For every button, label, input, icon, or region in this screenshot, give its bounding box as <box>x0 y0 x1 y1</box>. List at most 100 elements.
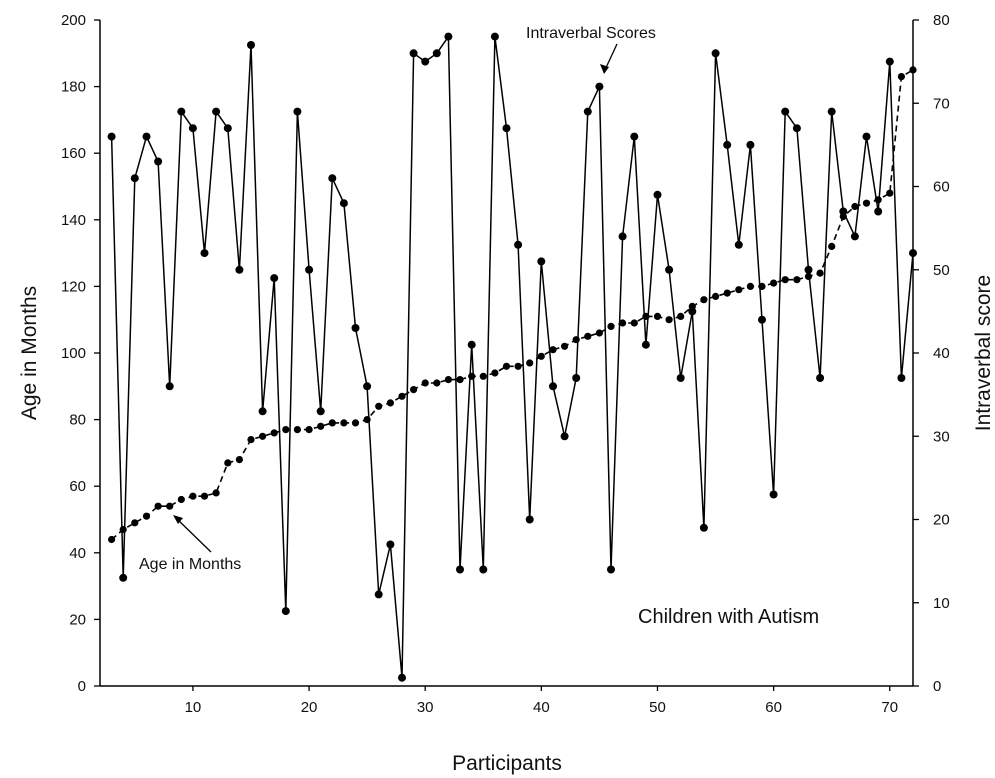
right-tick-label: 10 <box>933 595 950 612</box>
age-annotation: Age in Months <box>139 556 241 573</box>
intraverbal-point <box>188 124 197 133</box>
age-point <box>572 336 580 344</box>
age-point <box>537 352 545 360</box>
intraverbal-point <box>270 274 279 283</box>
age-point <box>526 359 534 367</box>
intraverbal-point <box>630 132 639 141</box>
intraverbal-line <box>110 35 914 679</box>
age-point <box>189 492 197 500</box>
right-tick-label: 30 <box>933 428 950 445</box>
intraverbal-point <box>665 265 674 274</box>
x-tick-label: 50 <box>649 699 666 716</box>
intraverbal-point <box>386 540 395 549</box>
intraverbal-point <box>223 124 232 133</box>
age-point <box>816 269 824 277</box>
age-point <box>410 386 418 394</box>
right-tick-label: 0 <box>933 678 941 695</box>
intraverbal-point <box>107 132 116 141</box>
right-axis-ticks: 0 10 20 30 40 50 60 70 80 <box>913 12 950 695</box>
age-point <box>305 426 313 434</box>
series-layer <box>107 32 917 682</box>
y-left-axis-label: Age in Months <box>18 286 41 420</box>
age-point <box>770 279 778 287</box>
intraverbal-point <box>816 374 825 382</box>
intraverbal-point <box>525 515 534 524</box>
intraverbal-point <box>351 324 360 332</box>
age-point <box>119 525 127 534</box>
age-line <box>111 69 914 541</box>
intraverbal-point <box>421 57 430 66</box>
age-point <box>630 319 638 327</box>
x-axis-ticks: 10 20 30 40 50 60 70 <box>185 686 898 716</box>
age-point <box>293 426 301 434</box>
intraverbal-point <box>804 265 813 274</box>
intraverbal-point <box>409 49 418 58</box>
intraverbal-point <box>432 49 441 58</box>
intraverbal-point <box>781 107 790 116</box>
age-point <box>444 376 452 384</box>
intraverbal-point <box>839 207 848 216</box>
intraverbal-point <box>258 407 267 416</box>
age-point <box>700 296 708 304</box>
intraverbal-point <box>618 232 627 241</box>
intraverbal-point <box>212 107 221 116</box>
age-point <box>108 535 116 544</box>
age-point <box>317 422 325 430</box>
intraverbal-point <box>328 174 337 183</box>
age-point <box>398 392 406 400</box>
age-point <box>212 489 220 497</box>
intraverbal-point <box>398 673 406 682</box>
intraverbal-point <box>154 157 163 166</box>
intraverbal-point <box>165 382 174 391</box>
age-point <box>793 276 801 284</box>
left-tick-label: 100 <box>61 345 86 362</box>
age-point <box>642 312 650 320</box>
age-point <box>259 432 267 440</box>
age-point <box>433 379 441 387</box>
age-point <box>851 202 859 211</box>
intraverbal-annotation: Intraverbal Scores <box>526 25 656 42</box>
age-point <box>909 66 917 74</box>
intraverbal-point <box>758 315 766 324</box>
age-point <box>375 402 383 410</box>
intraverbal-point <box>200 249 209 258</box>
chart-subtitle: Children with Autism <box>638 606 819 628</box>
intraverbal-point <box>502 124 511 133</box>
intraverbal-point <box>467 340 476 349</box>
age-point <box>595 329 604 337</box>
intraverbal-point <box>862 132 871 141</box>
intraverbal-point <box>142 132 151 141</box>
intraverbal-point <box>374 590 383 599</box>
intraverbal-point <box>560 432 569 441</box>
x-tick-label: 30 <box>417 699 434 716</box>
age-point <box>200 492 209 500</box>
age-point <box>247 436 255 444</box>
intraverbal-point <box>549 382 557 391</box>
right-tick-label: 40 <box>933 345 950 362</box>
intraverbal-point <box>897 374 906 382</box>
intraverbal-point <box>769 490 778 499</box>
age-point <box>839 212 847 221</box>
x-tick-label: 60 <box>765 699 782 716</box>
right-tick-label: 80 <box>933 12 950 29</box>
age-point <box>874 196 882 204</box>
age-point <box>804 272 813 280</box>
intraverbal-point <box>699 523 708 532</box>
intraverbal-point <box>874 207 883 216</box>
intraverbal-point <box>792 124 801 133</box>
age-point <box>653 312 662 320</box>
age-annotation-arrowhead <box>173 515 183 524</box>
age-point <box>235 456 243 464</box>
left-tick-label: 20 <box>69 611 86 628</box>
intraverbal-point <box>281 607 290 616</box>
intraverbal-point <box>130 174 139 183</box>
left-tick-label: 40 <box>69 545 86 562</box>
age-point <box>131 519 139 527</box>
x-tick-label: 10 <box>185 699 202 716</box>
age-point <box>584 332 592 340</box>
age-point <box>502 362 511 370</box>
intraverbal-point <box>909 249 917 258</box>
left-tick-label: 180 <box>61 79 86 96</box>
age-point <box>862 199 871 207</box>
